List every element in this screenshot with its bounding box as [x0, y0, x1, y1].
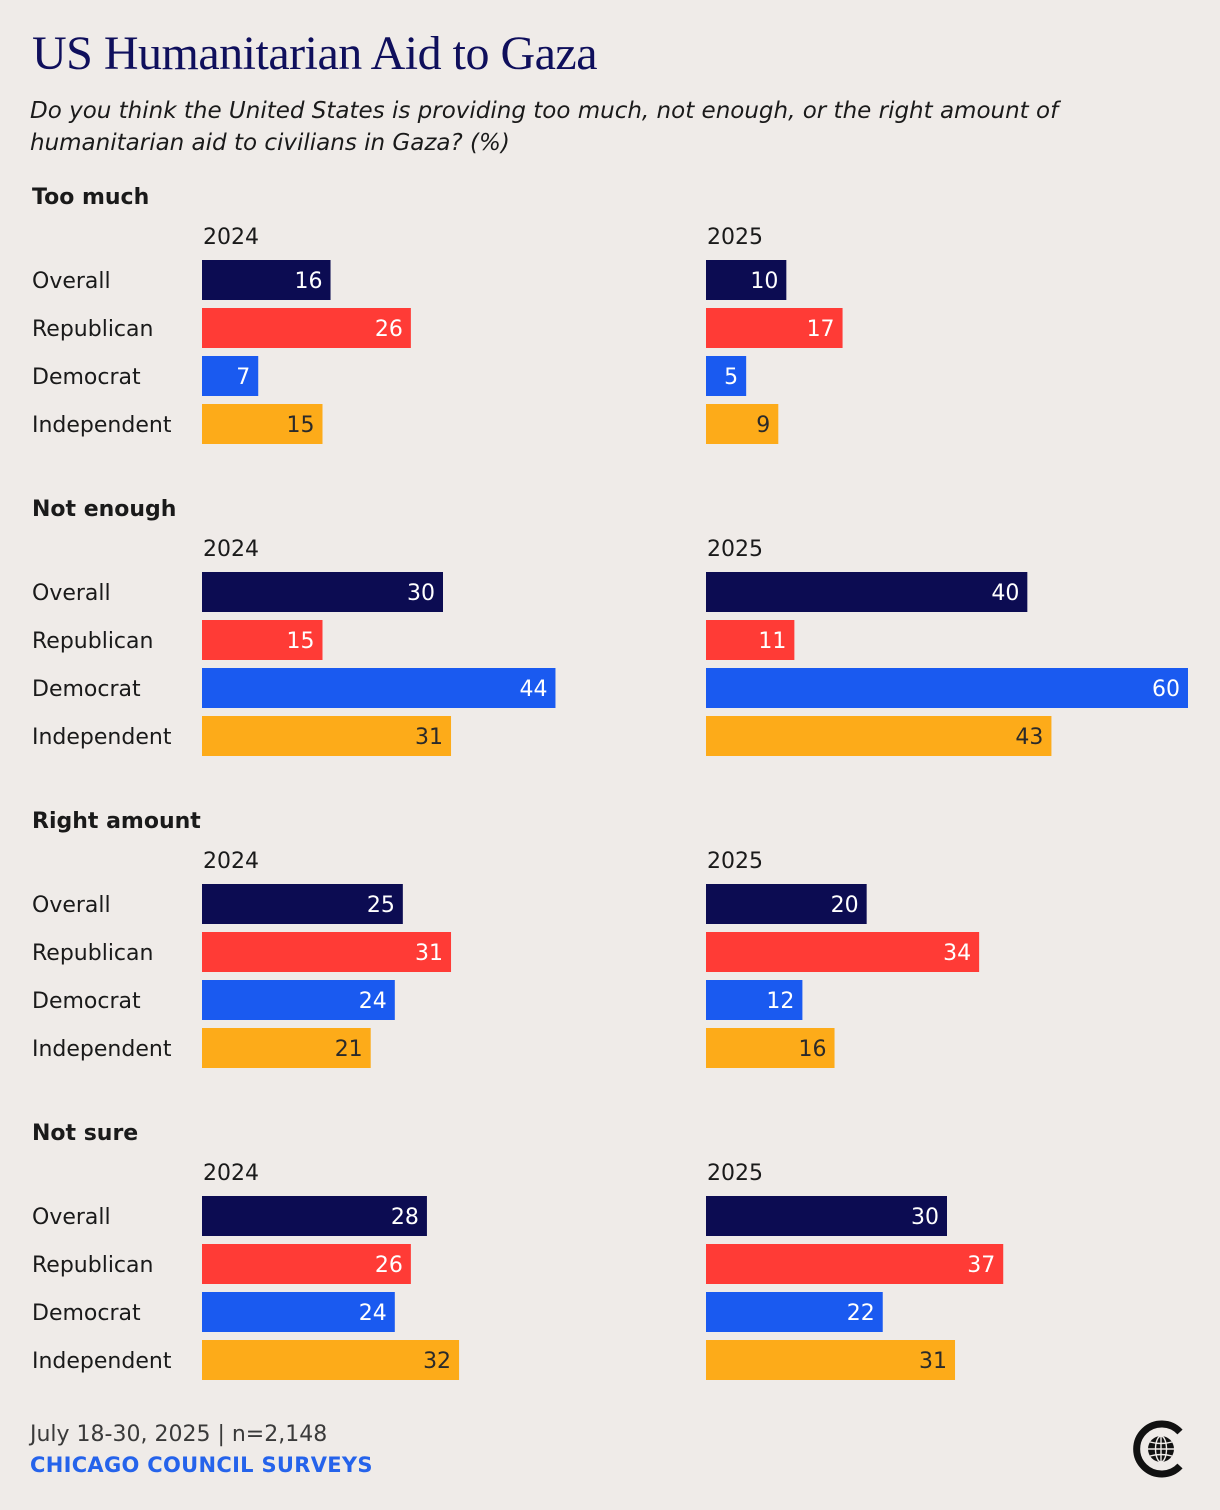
data-label: 44	[519, 677, 547, 702]
bar-independent	[202, 1028, 371, 1068]
bar-democrat	[706, 356, 747, 396]
bar-independent	[202, 1340, 460, 1380]
bar-republican	[706, 932, 980, 972]
group-label: Republican	[32, 1253, 153, 1278]
group-label: Democrat	[32, 989, 141, 1014]
data-label: 17	[807, 317, 835, 342]
data-label: 25	[367, 893, 395, 918]
year-label: 2024	[203, 537, 259, 562]
panel-heading: Not sure	[32, 1121, 138, 1146]
group-label: Independent	[32, 725, 172, 750]
group-label: Republican	[32, 629, 153, 654]
group-label: Overall	[32, 269, 111, 294]
bar-independent	[706, 1340, 956, 1380]
group-label: Democrat	[32, 365, 141, 390]
chart-subtitle: Do you think the United States is provid…	[30, 98, 1059, 156]
data-label: 12	[766, 989, 794, 1014]
data-label: 9	[756, 413, 770, 438]
data-label: 34	[943, 941, 971, 966]
bar-democrat	[202, 356, 259, 396]
bar-independent	[202, 716, 452, 756]
data-label: 30	[407, 581, 435, 606]
bar-democrat	[706, 668, 1188, 708]
year-label: 2025	[707, 1161, 763, 1186]
data-label: 31	[415, 725, 443, 750]
bar-democrat	[706, 1292, 883, 1332]
globe-c-icon	[1130, 1418, 1192, 1480]
bar-overall	[202, 260, 331, 300]
data-label: 22	[847, 1301, 875, 1326]
data-label: 16	[799, 1037, 827, 1062]
data-label: 15	[287, 413, 315, 438]
bar-overall	[202, 572, 443, 612]
data-label: 43	[1015, 725, 1043, 750]
year-label: 2025	[707, 537, 763, 562]
year-label: 2025	[707, 849, 763, 874]
data-label: 26	[375, 1253, 403, 1278]
group-label: Democrat	[32, 677, 141, 702]
group-label: Democrat	[32, 1301, 141, 1326]
data-label: 11	[758, 629, 786, 654]
bar-overall	[706, 884, 867, 924]
bar-republican	[706, 620, 795, 660]
bar-republican	[202, 932, 452, 972]
bar-republican	[202, 1244, 411, 1284]
data-label: 10	[750, 269, 778, 294]
bar-overall	[202, 1196, 427, 1236]
group-label: Independent	[32, 1037, 172, 1062]
bar-independent	[706, 1028, 835, 1068]
bar-independent	[202, 404, 323, 444]
year-label: 2024	[203, 225, 259, 250]
bar-overall	[706, 1196, 947, 1236]
year-label: 2024	[203, 849, 259, 874]
panel-heading: Right amount	[32, 809, 201, 834]
data-label: 28	[391, 1205, 419, 1230]
data-label: 30	[911, 1205, 939, 1230]
year-label: 2024	[203, 1161, 259, 1186]
bar-republican	[202, 620, 323, 660]
data-label: 31	[415, 941, 443, 966]
bar-democrat	[202, 980, 395, 1020]
group-label: Independent	[32, 413, 172, 438]
data-label: 16	[295, 269, 323, 294]
year-label: 2025	[707, 225, 763, 250]
bar-overall	[706, 260, 787, 300]
panel-heading: Too much	[32, 185, 149, 210]
group-label: Republican	[32, 317, 153, 342]
group-label: Republican	[32, 941, 153, 966]
bar-republican	[706, 1244, 1004, 1284]
group-label: Overall	[32, 581, 111, 606]
panel-heading: Not enough	[32, 497, 176, 522]
survey-date: July 18-30, 2025 | n=2,148	[30, 1422, 328, 1447]
data-label: 24	[359, 1301, 387, 1326]
data-label: 37	[967, 1253, 995, 1278]
data-label: 15	[287, 629, 315, 654]
data-label: 60	[1152, 677, 1180, 702]
data-label: 5	[724, 365, 738, 390]
data-label: 7	[236, 365, 250, 390]
bar-democrat	[202, 1292, 395, 1332]
group-label: Independent	[32, 1349, 172, 1374]
chart-title: US Humanitarian Aid to Gaza	[32, 27, 598, 80]
data-label: 20	[831, 893, 859, 918]
bar-overall	[202, 884, 403, 924]
group-label: Overall	[32, 1205, 111, 1230]
bar-democrat	[706, 980, 803, 1020]
bar-independent	[706, 404, 779, 444]
bar-republican	[706, 308, 843, 348]
data-label: 40	[991, 581, 1019, 606]
data-label: 24	[359, 989, 387, 1014]
bar-overall	[706, 572, 1028, 612]
bar-independent	[706, 716, 1052, 756]
bar-democrat	[202, 668, 556, 708]
data-label: 26	[375, 317, 403, 342]
data-label: 32	[423, 1349, 451, 1374]
source-label: CHICAGO COUNCIL SURVEYS	[30, 1453, 373, 1477]
bar-republican	[202, 308, 411, 348]
group-label: Overall	[32, 893, 111, 918]
data-label: 21	[335, 1037, 363, 1062]
data-label: 31	[919, 1349, 947, 1374]
